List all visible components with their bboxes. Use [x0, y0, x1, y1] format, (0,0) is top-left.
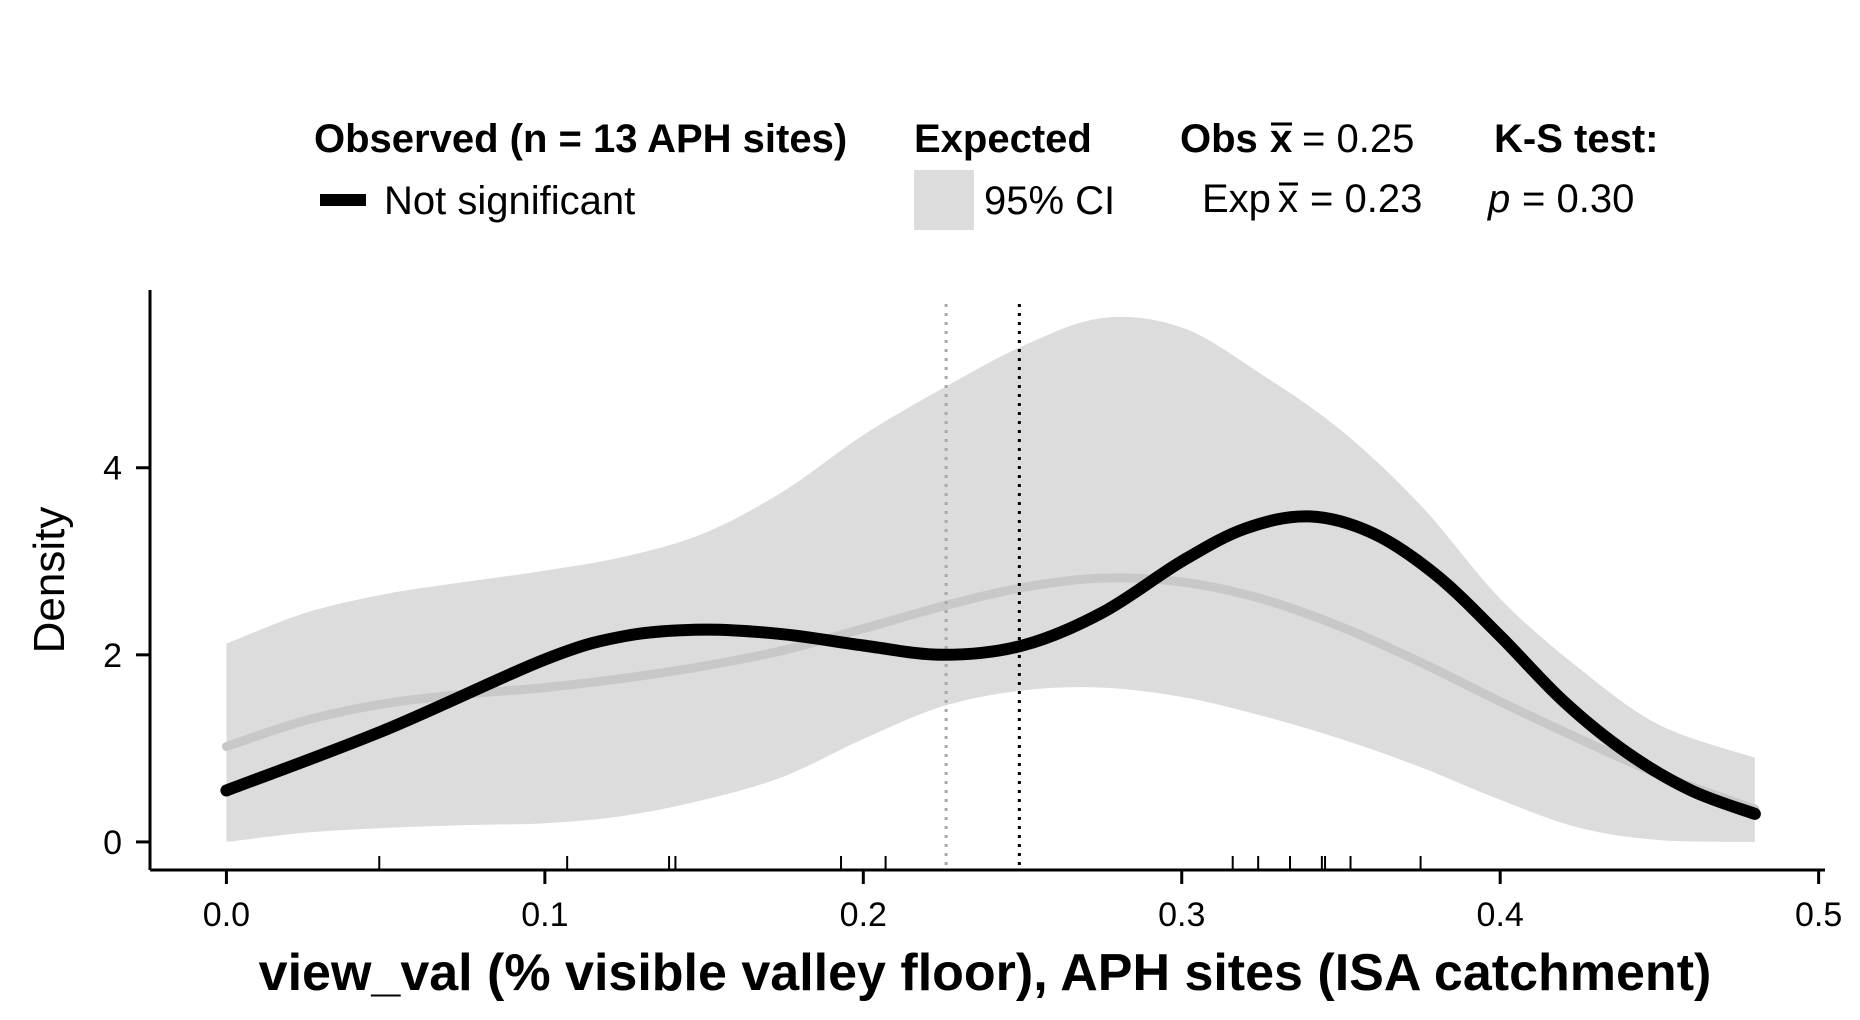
- ks-p-value: = 0.30: [1522, 177, 1634, 221]
- x-tick-label-1: 0.1: [521, 896, 568, 934]
- x-tick-label-0: 0.0: [203, 896, 250, 934]
- ks-test-title: K-S test:: [1494, 117, 1658, 161]
- legend-expected-title: Expected: [914, 117, 1092, 161]
- x-tick-label-4: 0.4: [1477, 896, 1524, 934]
- y-axis-title: Density: [25, 507, 74, 654]
- plot-area: [220, 304, 1761, 870]
- legend-observed-item: Not significant: [384, 179, 635, 223]
- ci-band: [226, 316, 1755, 842]
- exp-mean-symbol: x: [1278, 177, 1298, 221]
- obs-mean-label: Obs: [1180, 117, 1258, 161]
- observed-density-line: [220, 510, 1761, 820]
- x-tick-label-5: 0.5: [1795, 896, 1842, 934]
- y-tick-label-1: 2: [103, 637, 122, 675]
- obs-mean-symbol: x: [1270, 117, 1292, 161]
- axes: 0.0 0.1 0.2 0.3 0.4 0.5 0 2 4: [103, 290, 1842, 934]
- exp-mean-label: Exp: [1202, 177, 1271, 221]
- ks-p-symbol: p: [1487, 177, 1510, 221]
- x-tick-label-2: 0.2: [840, 896, 887, 934]
- x-axis-title: view_val (% visible valley floor), APH s…: [259, 944, 1712, 1002]
- exp-mean-value: = 0.23: [1310, 177, 1422, 221]
- legend-exp-mean: Exp x = 0.23: [1202, 177, 1422, 221]
- y-tick-label-0: 0: [103, 824, 122, 862]
- legend-ci-swatch: [914, 170, 974, 230]
- legend-obs-mean: Obs x = 0.25: [1180, 117, 1414, 161]
- legend-ci-item: 95% CI: [984, 179, 1115, 223]
- y-tick-label-2: 4: [103, 450, 122, 488]
- obs-mean-value: = 0.25: [1302, 117, 1414, 161]
- legend: Observed (n = 13 APH sites) Not signific…: [314, 117, 1658, 230]
- legend-observed-title: Observed (n = 13 APH sites): [314, 117, 847, 161]
- x-tick-label-3: 0.3: [1158, 896, 1205, 934]
